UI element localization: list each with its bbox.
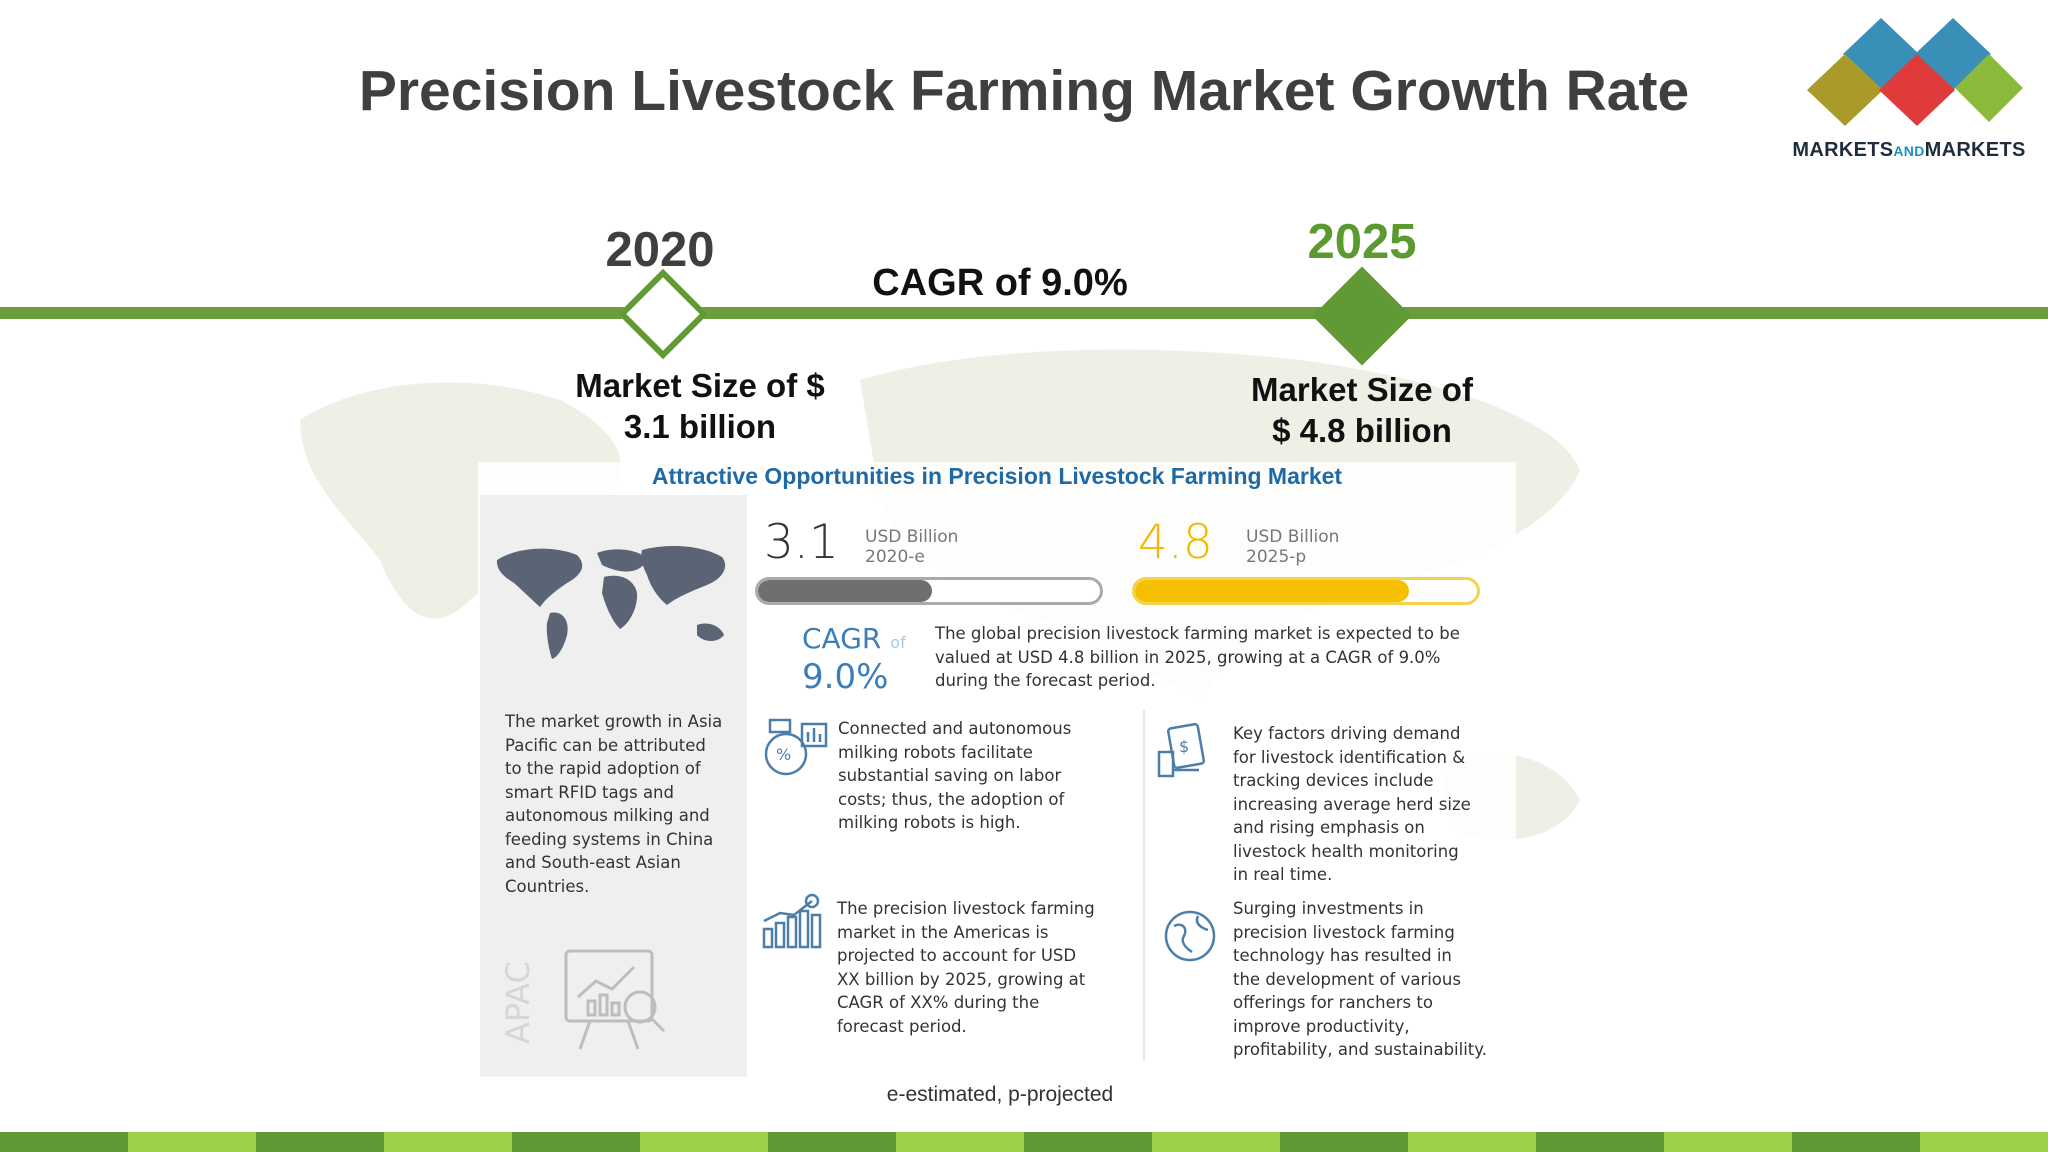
- svg-text:%: %: [776, 745, 791, 764]
- column-divider: [1143, 710, 1145, 1060]
- apac-text: The market growth in Asia Pacific can be …: [505, 712, 723, 896]
- value-2020: 3.1: [764, 515, 839, 570]
- factors-text: Key factors driving demand for livestock …: [1233, 724, 1471, 884]
- infographic-title: Attractive Opportunities in Precision Li…: [651, 463, 1343, 489]
- footer-stripe: [384, 1132, 512, 1152]
- svg-text:$: $: [1179, 737, 1189, 756]
- footer-stripes: [0, 1132, 2048, 1152]
- footer-stripe: [0, 1132, 128, 1152]
- bar-chart-dollar-icon: [762, 893, 822, 949]
- footer-stripe: [1920, 1132, 2048, 1152]
- americas-text: The precision livestock farming market in…: [837, 899, 1095, 1036]
- logo-text: MARKETSANDMARKETS: [1792, 139, 2026, 161]
- robots-text: Connected and autonomous milking robots f…: [838, 719, 1072, 832]
- id-tag-icon: $: [1157, 722, 1206, 778]
- apac-label: APAC: [499, 961, 537, 1044]
- world-map-icon: [496, 545, 726, 659]
- cagr-label: CAGR of 9.0%: [872, 262, 1128, 304]
- year-2025: 2025: [1307, 215, 1417, 269]
- unit-2025: USD Billion 2025-p: [1246, 527, 1340, 567]
- milking-robot-icon: %: [764, 718, 828, 776]
- investments-text: Surging investments in precision livestoc…: [1233, 899, 1487, 1059]
- timeline-line: [0, 307, 2048, 319]
- unit-2020: USD Billion 2020-e: [865, 527, 959, 567]
- footer-stripe: [1664, 1132, 1792, 1152]
- presentation-chart-icon: [564, 949, 666, 1050]
- market-size-2020: Market Size of $3.1 billion: [575, 367, 825, 445]
- footnote: e-estimated, p-projected: [886, 1083, 1114, 1106]
- footer-stripe: [768, 1132, 896, 1152]
- footer-stripe: [640, 1132, 768, 1152]
- cagr-box: CAGR of 9.0%: [802, 622, 906, 697]
- progress-bar-2025: [1132, 577, 1480, 605]
- footer-stripe: [512, 1132, 640, 1152]
- footer-stripe: [1792, 1132, 1920, 1152]
- page-title: Precision Livestock Farming Market Growt…: [358, 59, 1690, 123]
- progress-bar-2020: [755, 577, 1103, 605]
- progress-fill-2025: [1135, 580, 1409, 602]
- value-2025: 4.8: [1138, 515, 1213, 570]
- footer-stripe: [1152, 1132, 1280, 1152]
- globe-icon: [1164, 910, 1216, 962]
- footer-stripe: [1024, 1132, 1152, 1152]
- year-2020: 2020: [605, 223, 715, 277]
- footer-stripe: [256, 1132, 384, 1152]
- footer-stripe: [896, 1132, 1024, 1152]
- footer-stripe: [128, 1132, 256, 1152]
- market-size-2025: Market Size of $ 4.8 billion: [1251, 371, 1473, 449]
- summary-text: The global precision livestock farming m…: [935, 624, 1460, 690]
- progress-fill-2020: [758, 580, 933, 602]
- footer-stripe: [1536, 1132, 1664, 1152]
- footer-stripe: [1408, 1132, 1536, 1152]
- logo-diamonds-icon: [1807, 18, 2023, 126]
- footer-stripe: [1280, 1132, 1408, 1152]
